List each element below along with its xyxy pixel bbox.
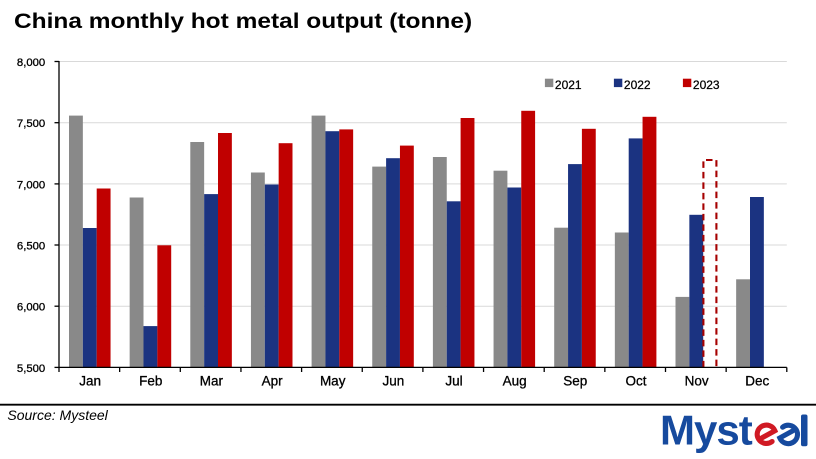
svg-text:Myst: Myst xyxy=(660,407,753,454)
svg-text:2022: 2022 xyxy=(624,78,651,92)
svg-text:7,500: 7,500 xyxy=(17,118,45,130)
svg-text:Dec: Dec xyxy=(745,374,769,389)
svg-text:5,500: 5,500 xyxy=(17,363,45,375)
svg-text:7,000: 7,000 xyxy=(17,179,45,191)
svg-text:8,000: 8,000 xyxy=(17,57,45,69)
svg-text:2021: 2021 xyxy=(555,78,582,92)
svg-text:2023: 2023 xyxy=(693,78,720,92)
svg-text:6,500: 6,500 xyxy=(17,241,45,253)
svg-text:Feb: Feb xyxy=(139,374,162,389)
svg-text:Apr: Apr xyxy=(262,374,284,389)
svg-text:May: May xyxy=(320,374,346,389)
svg-text:Jul: Jul xyxy=(445,374,462,389)
svg-text:Jun: Jun xyxy=(383,374,405,389)
svg-text:Source: Mysteel: Source: Mysteel xyxy=(7,407,108,423)
svg-text:Jan: Jan xyxy=(79,374,101,389)
svg-text:Aug: Aug xyxy=(503,374,527,389)
svg-text:Mar: Mar xyxy=(200,374,224,389)
svg-text:6,000: 6,000 xyxy=(17,302,45,314)
svg-text:Sep: Sep xyxy=(563,374,587,389)
svg-text:Nov: Nov xyxy=(685,374,709,389)
svg-text:Oct: Oct xyxy=(625,374,646,389)
